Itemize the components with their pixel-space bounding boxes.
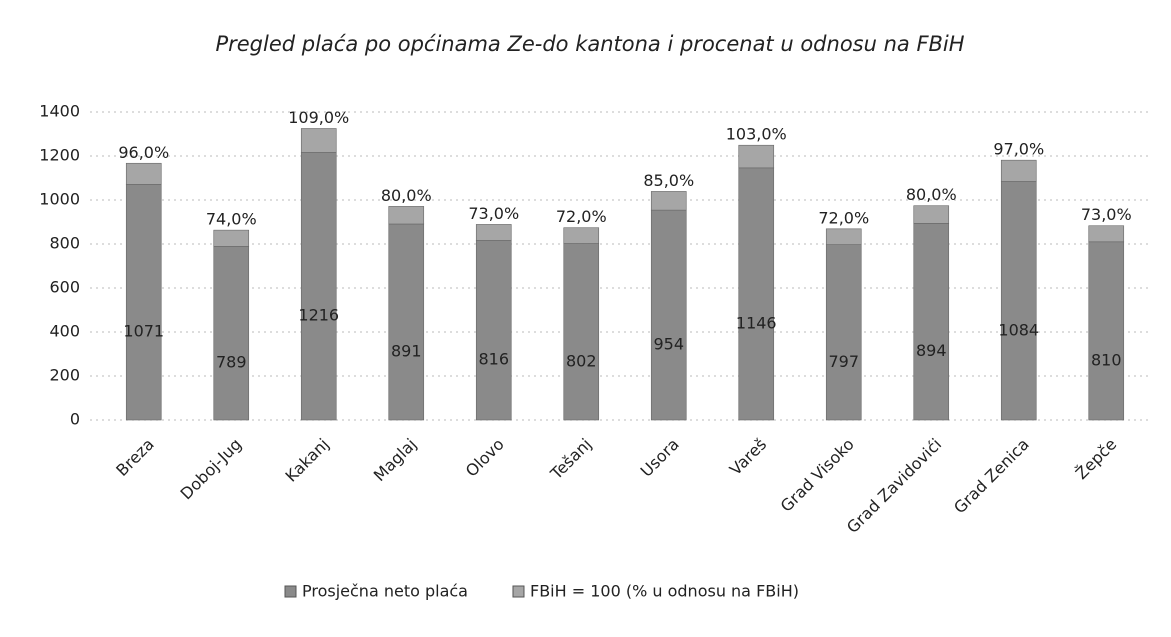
data-label: 80,0% xyxy=(906,185,957,204)
x-tick-label: Olovo xyxy=(462,435,508,481)
data-label: 810 xyxy=(1091,350,1122,369)
y-tick-label: 800 xyxy=(49,234,80,253)
bar-segment xyxy=(1088,225,1125,243)
data-label: 80,0% xyxy=(381,186,432,205)
data-label: 72,0% xyxy=(818,208,869,227)
y-tick-label: 400 xyxy=(49,322,80,341)
y-tick-label: 200 xyxy=(49,366,80,385)
legend-swatch xyxy=(512,585,525,598)
x-tick-label: Grad Visoko xyxy=(777,435,858,516)
chart-title: Pregled plaća po općinama Ze-do kantona … xyxy=(215,32,964,56)
legend-label: Prosječna neto plaća xyxy=(302,582,468,601)
data-label: 789 xyxy=(216,353,247,372)
data-label: 891 xyxy=(391,341,422,360)
data-label: 85,0% xyxy=(643,171,694,190)
data-label: 73,0% xyxy=(1081,205,1132,224)
bar-segment xyxy=(825,244,862,421)
data-label: 74,0% xyxy=(206,210,257,229)
bar-segment xyxy=(563,227,600,244)
bar-segment xyxy=(213,229,250,247)
x-tick-label: Breza xyxy=(112,435,157,480)
bar-segment xyxy=(650,209,687,421)
y-tick-label: 0 xyxy=(70,410,80,429)
bar-segment xyxy=(563,243,600,421)
bar-segment xyxy=(213,246,250,421)
bar-segment xyxy=(1088,241,1125,421)
bar-segment xyxy=(300,152,337,421)
bar-segment xyxy=(913,205,950,224)
data-label: 1071 xyxy=(123,322,164,341)
bar-segment xyxy=(388,206,425,225)
data-label: 109,0% xyxy=(288,108,349,127)
data-label: 72,0% xyxy=(556,207,607,226)
data-label: 73,0% xyxy=(468,204,519,223)
legend-swatch xyxy=(284,585,297,598)
bar-segment xyxy=(300,128,337,153)
x-tick-label: Vareš xyxy=(726,435,770,479)
bar-segment xyxy=(738,144,775,169)
x-tick-label: Grad Zenica xyxy=(950,435,1033,518)
bar-segment xyxy=(475,224,512,241)
x-tick-label: Kakanj xyxy=(282,435,333,486)
data-label: 954 xyxy=(653,335,684,354)
x-tick-label: Žepče xyxy=(1072,435,1121,484)
data-label: 797 xyxy=(828,352,859,371)
data-label: 894 xyxy=(916,341,947,360)
legend-label: FBiH = 100 (% u odnosu na FBiH) xyxy=(530,582,799,601)
data-label: 802 xyxy=(566,351,597,370)
y-tick-label: 600 xyxy=(49,278,80,297)
bar-segment xyxy=(1000,181,1037,421)
data-label: 1146 xyxy=(736,313,777,332)
bar-segment xyxy=(650,191,687,211)
bar-segment xyxy=(125,162,162,185)
y-tick-label: 1200 xyxy=(39,146,80,165)
data-label: 97,0% xyxy=(993,140,1044,159)
x-tick-label: Doboj-Jug xyxy=(177,435,246,504)
x-tick-label: Grad Zavidovići xyxy=(843,435,945,537)
bar-segment xyxy=(825,228,862,245)
bar-segment xyxy=(913,223,950,421)
data-label: 1216 xyxy=(298,306,339,325)
data-label: 96,0% xyxy=(118,143,169,162)
bar-segment xyxy=(125,184,162,421)
data-label: 103,0% xyxy=(726,125,787,144)
data-label: 816 xyxy=(478,350,509,369)
x-tick-label: Tešanj xyxy=(546,435,595,484)
bar-segment xyxy=(738,167,775,421)
y-tick-label: 1400 xyxy=(39,102,80,121)
bar-segment xyxy=(475,240,512,421)
data-label: 1084 xyxy=(998,320,1039,339)
x-tick-label: Usora xyxy=(637,435,683,481)
y-tick-label: 1000 xyxy=(39,190,80,209)
bar-segment xyxy=(1000,159,1037,182)
x-tick-label: Maglaj xyxy=(370,435,421,486)
bar-segment xyxy=(388,223,425,421)
